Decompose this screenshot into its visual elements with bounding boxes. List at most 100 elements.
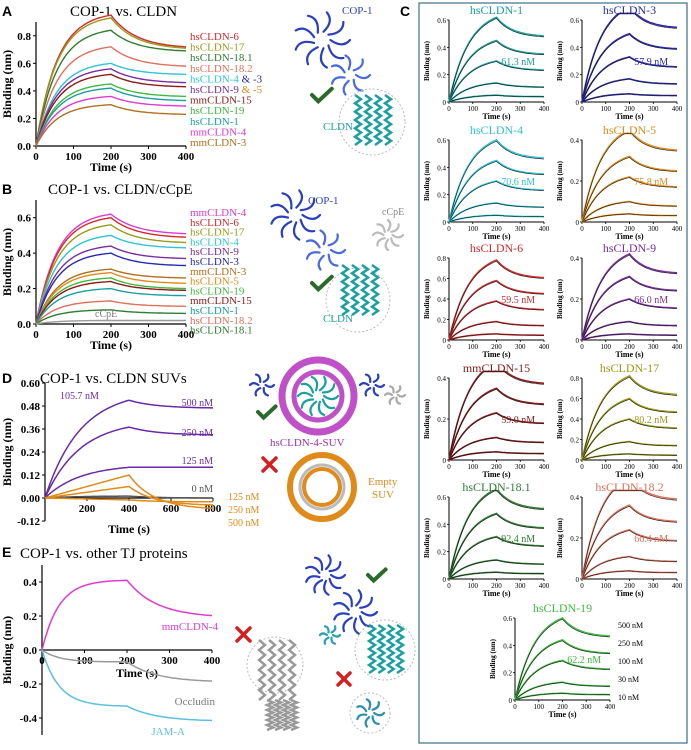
x-tick-label: 300	[648, 463, 659, 471]
y-tick-label: -0.2	[20, 679, 38, 691]
fit-curve	[581, 419, 678, 461]
panel-title: COP-1 vs. CLDN	[70, 4, 177, 20]
checkmark-icon	[310, 274, 334, 293]
conc-label: 100 nM	[618, 657, 643, 666]
fit-curve	[581, 213, 677, 223]
structure-label: CLDN	[323, 121, 353, 133]
series-line	[35, 46, 187, 147]
legend-text: mmCLDN-3	[190, 137, 247, 149]
legend-entry: mmCLDN-15	[190, 95, 252, 107]
data-curve	[448, 559, 545, 580]
fit-curve	[448, 333, 544, 341]
x-tick-label: 400	[178, 151, 195, 163]
kd-label: 80.2 nM	[634, 415, 668, 426]
structure-a: COP-1 CLDN	[294, 5, 406, 156]
x-tick-label: 300	[648, 105, 659, 113]
kd-label: 62.2 nM	[567, 655, 601, 666]
y-tick-label: 0.2	[437, 192, 446, 200]
kd-label: 92.4 nM	[501, 534, 535, 545]
legend-text: hsCLDN-4	[190, 236, 239, 248]
occludin-outline	[246, 636, 304, 694]
fit-curve	[581, 321, 677, 341]
y-tick-label: 0	[443, 337, 447, 345]
series-line	[35, 309, 186, 325]
suv-membrane	[291, 369, 345, 423]
x-tick-label: 100	[65, 151, 82, 163]
y-tick-label: 0.6	[17, 213, 31, 225]
panel-b: B COP-1 vs. CLDN/cCpE 0 100 200 300 400 0.0 0.2 0…	[0, 181, 253, 352]
occludin-helices	[257, 639, 267, 701]
cldn-helices	[394, 623, 406, 675]
x-tick-label: 200	[491, 582, 502, 590]
x-tick-label: 100	[468, 225, 479, 233]
x-axis-label: Time (s)	[108, 522, 150, 536]
fit-curve	[581, 93, 677, 103]
x-tick-label: 200	[491, 225, 502, 233]
fit-curve	[448, 559, 544, 580]
series-line	[35, 277, 187, 325]
y-tick-label: 0.4	[503, 642, 512, 650]
data-curve	[581, 275, 678, 341]
x-tick-label: 100	[65, 329, 82, 341]
x-axis-label: Time (s)	[615, 350, 643, 359]
series-line	[35, 14, 187, 147]
legend-entry: hsCLDN-9	[190, 246, 239, 258]
x-tick-label: 0	[447, 343, 451, 351]
legend-text: hsCLDN-19	[190, 285, 245, 297]
cop1-ribbon	[270, 189, 322, 241]
fit-curve	[581, 376, 678, 461]
data-curve	[448, 159, 545, 223]
ccpe-label: cCpE	[95, 309, 117, 320]
x-tick-label: 300	[515, 582, 526, 590]
fit-curve	[448, 82, 544, 103]
fit-curve	[448, 572, 544, 580]
x-tick-label: 0	[447, 105, 451, 113]
subplot-title: mmCLDN-15	[463, 361, 530, 375]
cop1-ribbon	[333, 589, 379, 635]
x-tick-label: 100	[468, 582, 479, 590]
legend-text: hsCLDN-9	[190, 84, 239, 96]
x-tick-label: 400	[605, 703, 616, 711]
cldn-helices	[372, 93, 384, 147]
conc-label: 500 nM	[182, 398, 214, 409]
series-label: JAM-A	[151, 726, 185, 738]
y-tick-label: 0.2	[437, 72, 446, 80]
y-axis-label: Binding (nm)	[0, 228, 14, 296]
ccpe-ribbon	[383, 385, 407, 405]
structure-label: CLDN	[323, 313, 353, 325]
y-tick-label: 0.2	[570, 296, 579, 304]
fit-curve	[581, 157, 678, 223]
x-axis-label: Time (s)	[615, 470, 643, 479]
fit-curve	[448, 161, 544, 223]
x-axis-label: Time (s)	[615, 112, 643, 121]
y-tick-label: 0.4	[437, 164, 446, 172]
cldn-outline	[325, 267, 391, 333]
y-tick-label: 0.0	[17, 141, 31, 153]
y-tick-label: 0.4	[570, 255, 579, 263]
panel-letter: B	[2, 181, 12, 197]
legend-text: hsCLDN-5	[190, 276, 239, 288]
cldn-helices	[366, 623, 378, 675]
cldn-helices	[359, 263, 371, 317]
y-tick-label: 0.4	[570, 44, 579, 52]
subplot-title: hsCLDN-5	[603, 123, 656, 137]
series-line	[35, 271, 187, 325]
data-curve	[581, 252, 678, 341]
fit-curve	[448, 437, 545, 461]
conc-label: 125 nM	[228, 492, 260, 503]
data-curve	[448, 387, 545, 461]
legend-text: mmCLDN-3	[190, 266, 247, 278]
x-tick-label: 100	[468, 463, 479, 471]
y-axis-label: Binding (nm)	[556, 40, 564, 81]
legend-text: hsCLDN-18.1	[190, 325, 253, 337]
y-tick-label: 0.6	[437, 17, 446, 25]
ccpe-ribbon	[371, 218, 405, 252]
subplot: hsCLDN-18.1 0 0.2 0.4 0.6 0 100 200 300 400 Time (…	[423, 480, 550, 598]
cop1-ribbon	[294, 11, 352, 69]
legend-text: & -3	[239, 73, 263, 85]
fit-curve	[581, 556, 678, 580]
y-tick-label: 0	[509, 697, 513, 705]
legend-text: hsCLDN-17	[190, 42, 245, 54]
